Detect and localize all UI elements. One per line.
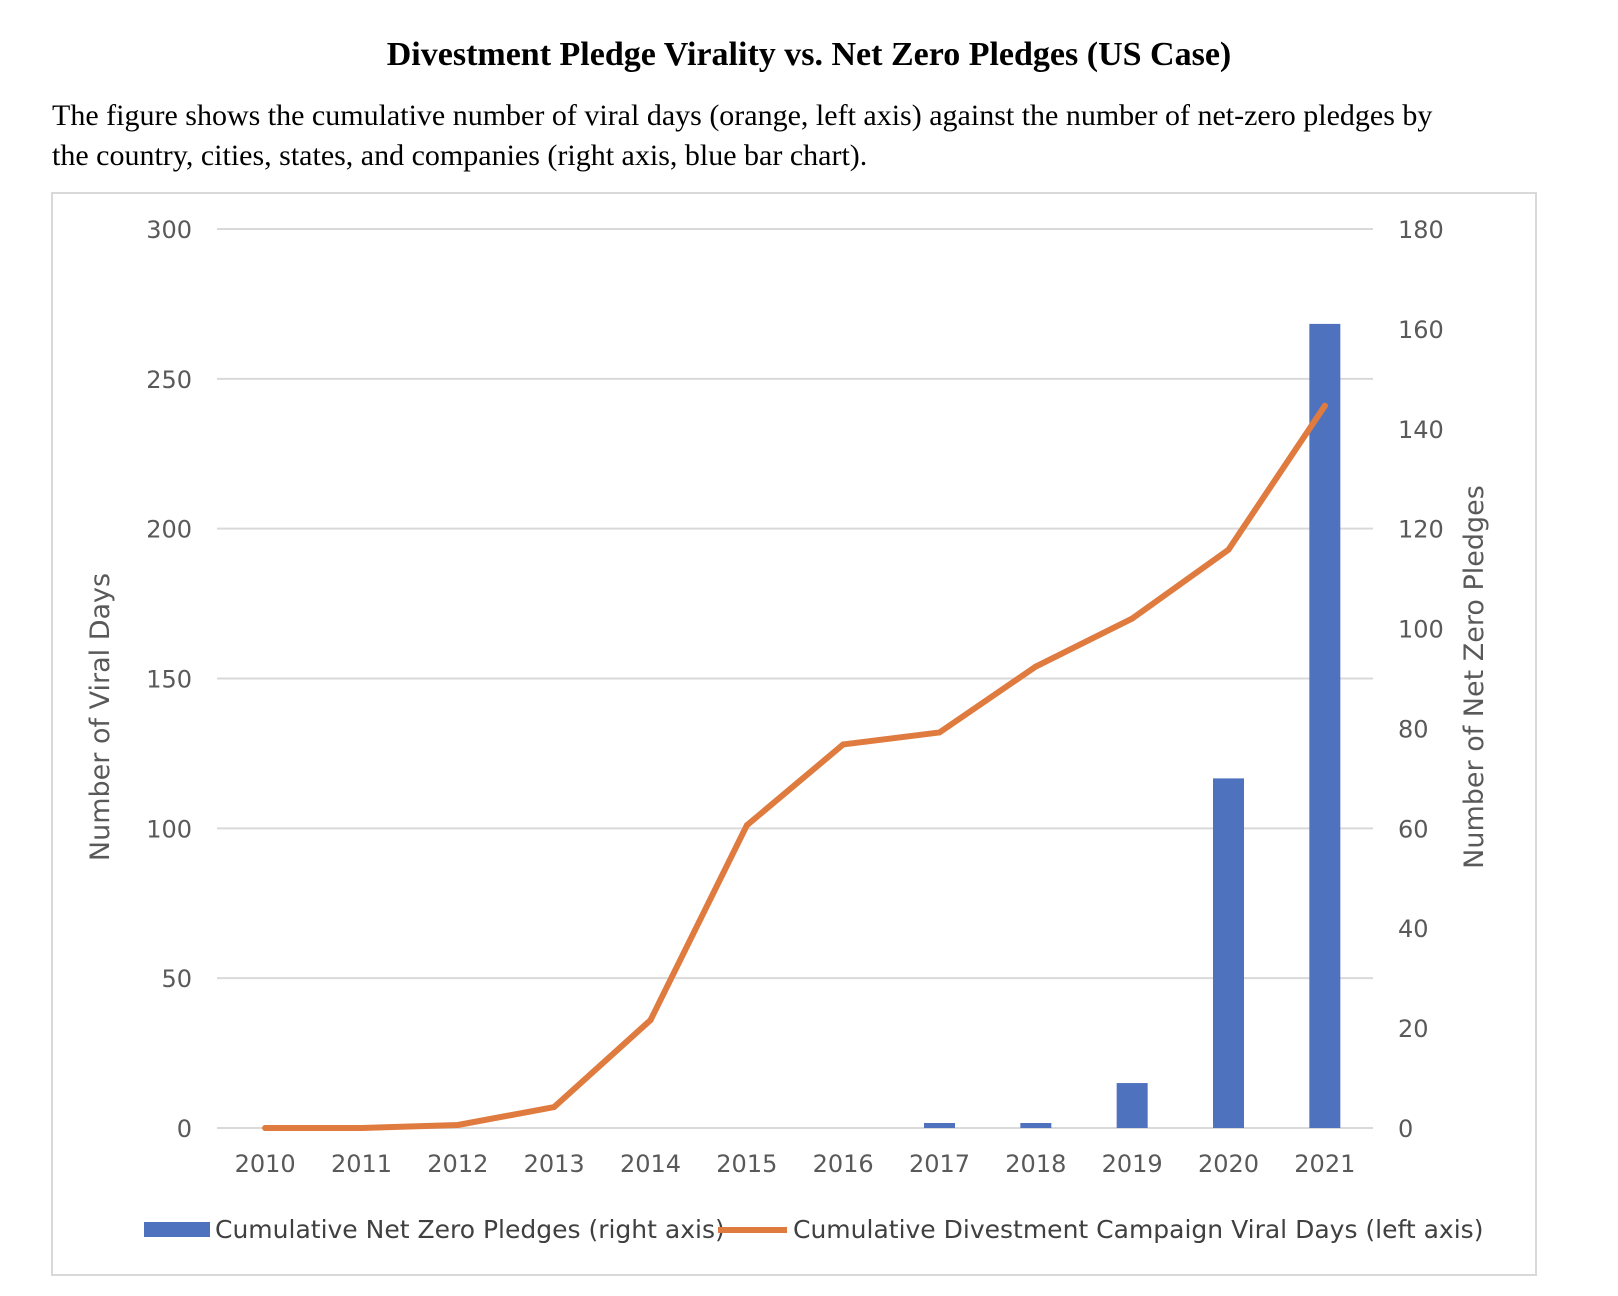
caption-line-1: The figure shows the cumulative number o… (52, 99, 1433, 132)
x-tick-label: 2020 (1198, 1150, 1259, 1178)
line-point (1032, 663, 1039, 670)
right-tick-label: 100 (1398, 616, 1444, 644)
line-point (358, 1125, 365, 1131)
x-tick-label: 2016 (813, 1150, 874, 1178)
left-tick-label: 0 (177, 1115, 192, 1143)
right-tick-label: 160 (1398, 316, 1444, 344)
bar-series (924, 323, 1341, 1129)
x-tick-label: 2013 (524, 1150, 585, 1178)
legend-line-label: Cumulative Divestment Campaign Viral Day… (793, 1215, 1483, 1244)
right-tick-label: 80 (1398, 715, 1429, 743)
x-tick-label: 2010 (235, 1150, 296, 1178)
left-tick-label: 300 (146, 216, 192, 244)
bar (1213, 778, 1244, 1128)
line-point (840, 741, 847, 748)
x-tick-label: 2014 (620, 1150, 681, 1178)
right-tick-label: 0 (1398, 1115, 1413, 1143)
right-tick-label: 120 (1398, 516, 1444, 544)
line-point (936, 729, 943, 736)
right-tick-label: 140 (1398, 416, 1444, 444)
x-tick-label: 2017 (909, 1150, 970, 1178)
right-tick-label: 60 (1398, 815, 1429, 843)
right-tick-label: 20 (1398, 1015, 1429, 1043)
left-tick-label: 100 (146, 815, 192, 843)
x-tick-label: 2011 (331, 1150, 392, 1178)
line-point (647, 1017, 654, 1024)
legend: Cumulative Net Zero Pledges (right axis)… (144, 1215, 1483, 1244)
x-axis-ticks: 2010 2011 2012 2013 2014 2015 2016 2017 2018 2019… (235, 1150, 1356, 1178)
line-point (1225, 546, 1232, 553)
left-axis-ticks: 0 50 100 150 200 250 300 (146, 216, 192, 1143)
bar (1020, 1123, 1052, 1128)
line-point (262, 1125, 269, 1131)
bar (1309, 323, 1341, 1129)
left-tick-label: 200 (146, 516, 192, 544)
legend-bar-swatch (144, 1222, 210, 1237)
x-tick-label: 2012 (427, 1150, 488, 1178)
line-point (1129, 615, 1136, 622)
right-tick-label: 180 (1398, 216, 1444, 244)
left-tick-label: 50 (161, 965, 192, 993)
left-tick-label: 150 (146, 666, 192, 694)
legend-bar-label: Cumulative Net Zero Pledges (right axis) (215, 1215, 725, 1244)
bar (1116, 1083, 1148, 1128)
left-tick-label: 250 (146, 366, 192, 394)
line-point (1321, 402, 1328, 409)
line-point (551, 1104, 558, 1111)
x-tick-label: 2015 (716, 1150, 777, 1178)
bar (924, 1123, 955, 1128)
figure-caption: The figure shows the cumulative number o… (52, 96, 1612, 176)
right-tick-label: 40 (1398, 915, 1429, 943)
left-axis-label: Number of Viral Days (85, 573, 116, 861)
x-tick-label: 2021 (1294, 1150, 1355, 1178)
figure-title: Divestment Pledge Virality vs. Net Zero … (386, 36, 1232, 73)
line-series (262, 402, 1328, 1131)
gridlines (217, 228, 1373, 1129)
line-point (743, 822, 750, 829)
x-tick-label: 2018 (1005, 1150, 1066, 1178)
chart-frame (51, 192, 1537, 1276)
line-point (454, 1122, 461, 1129)
line-path (262, 402, 1328, 1131)
right-axis-label: Number of Net Zero Pledges (1459, 485, 1490, 869)
x-tick-label: 2019 (1102, 1150, 1163, 1178)
right-axis-ticks: 0 20 40 60 80 100 120 140 160 180 (1398, 216, 1444, 1143)
caption-line-2: the country, cities, states, and compani… (52, 139, 868, 172)
